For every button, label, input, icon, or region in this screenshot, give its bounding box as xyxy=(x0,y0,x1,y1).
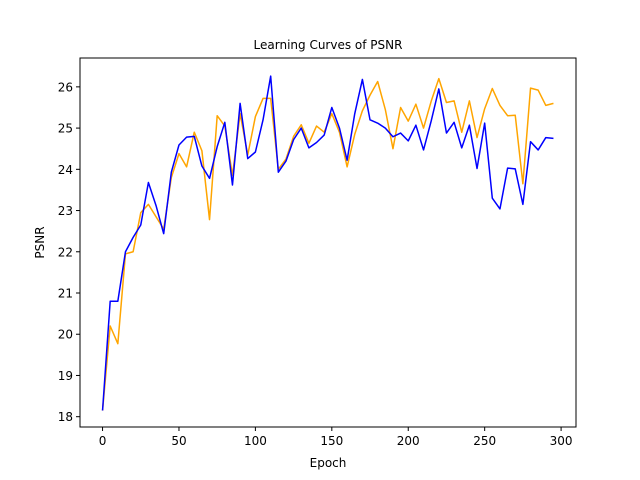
series-line-2 xyxy=(101,75,554,411)
y-tick-label: 18 xyxy=(58,410,73,424)
x-axis: 0 50 100 150 200 250 300 xyxy=(99,427,573,448)
x-tick-label: 100 xyxy=(244,434,267,448)
y-axis-label: PSNR xyxy=(33,226,47,258)
y-tick-label: 20 xyxy=(58,328,73,342)
y-tick-label: 26 xyxy=(58,80,73,94)
x-tick-label: 150 xyxy=(320,434,343,448)
series-layer xyxy=(101,75,554,411)
y-axis: 18 19 20 21 22 23 24 25 26 xyxy=(58,80,80,424)
y-tick-label: 23 xyxy=(58,204,73,218)
y-tick-label: 22 xyxy=(58,245,73,259)
y-tick-label: 25 xyxy=(58,122,73,136)
x-tick-label: 0 xyxy=(99,434,107,448)
x-tick-label: 50 xyxy=(171,434,186,448)
y-tick-label: 19 xyxy=(58,369,73,383)
plot-frame xyxy=(79,57,577,428)
y-tick-label: 24 xyxy=(58,163,73,177)
x-axis-label: Epoch xyxy=(310,456,347,470)
x-tick-label: 250 xyxy=(473,434,496,448)
y-tick-label: 21 xyxy=(58,287,73,301)
chart-title: Learning Curves of PSNR xyxy=(254,38,403,52)
x-tick-label: 200 xyxy=(397,434,420,448)
x-tick-label: 300 xyxy=(550,434,573,448)
